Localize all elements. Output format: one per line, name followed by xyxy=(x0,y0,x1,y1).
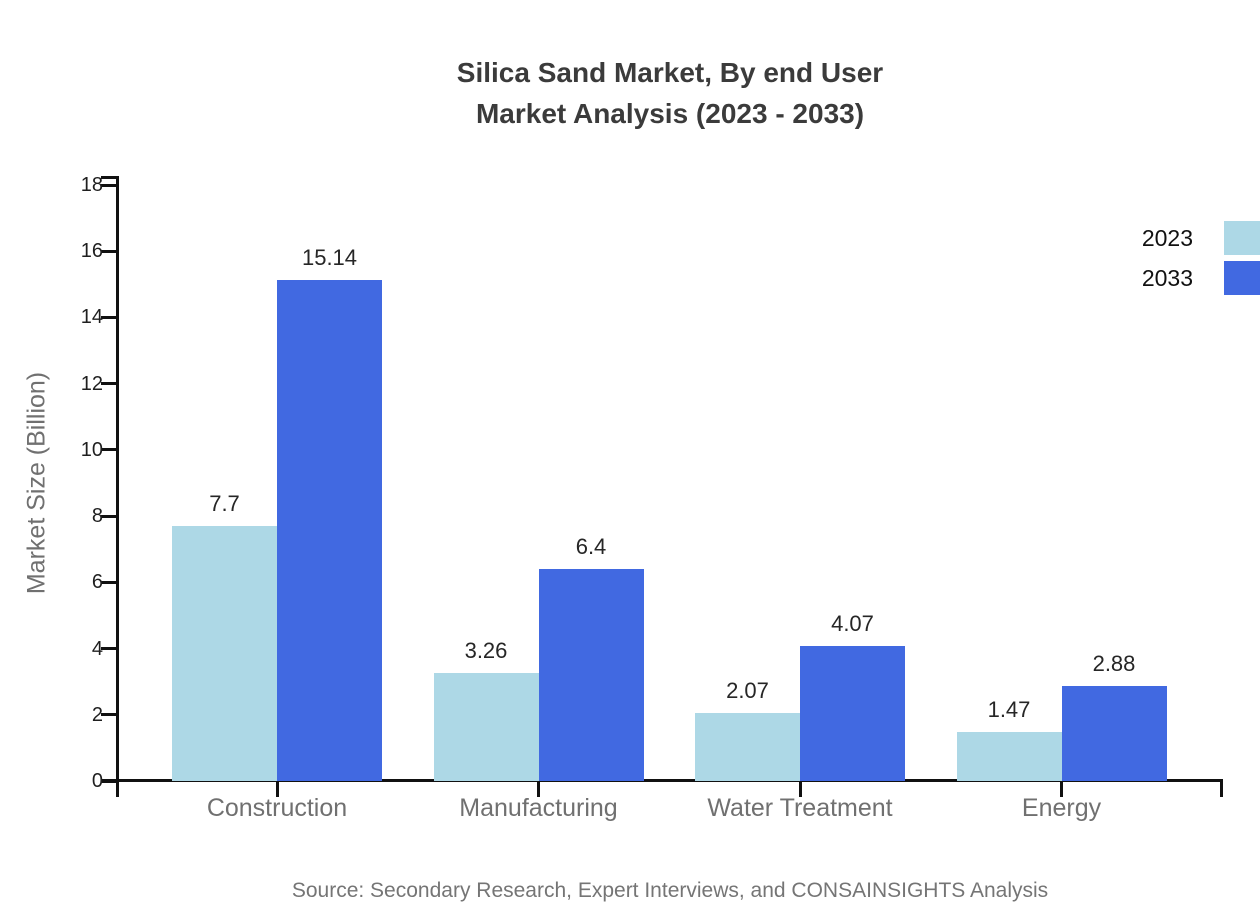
category-label-energy: Energy xyxy=(1021,794,1102,822)
bar-2023-water-treatment xyxy=(695,712,800,781)
y-tick-label-16: 16 xyxy=(80,240,103,263)
x-tick-manufacturing xyxy=(537,782,540,797)
chart-title-line2: Market Analysis (2023 - 2033) xyxy=(475,98,865,129)
y-axis-title: Market Size (Billion) xyxy=(22,371,51,595)
legend-swatch-2023 xyxy=(1224,221,1260,255)
y-tick-12 xyxy=(101,382,116,386)
y-tick-16 xyxy=(101,249,116,253)
y-tick-label-14: 14 xyxy=(80,306,103,329)
y-axis-endcap-tick xyxy=(101,176,116,179)
value-label-2033-energy: 2.88 xyxy=(1092,650,1136,676)
x-tick-water-treatment xyxy=(798,782,802,797)
y-tick-label-6: 6 xyxy=(91,571,103,594)
legend-item-2033: 2033 xyxy=(1090,258,1260,298)
category-label-manufacturing: Manufacturing xyxy=(459,794,618,822)
legend-label-2033: 2033 xyxy=(1141,265,1193,291)
x-axis-endcap-tick xyxy=(1220,782,1223,797)
y-tick-label-4: 4 xyxy=(91,637,103,660)
bar-2033-construction xyxy=(277,279,382,781)
y-tick-8 xyxy=(101,514,116,518)
value-label-2033-manufacturing: 6.4 xyxy=(575,534,607,560)
y-tick-label-10: 10 xyxy=(80,438,103,461)
y-tick-label-8: 8 xyxy=(91,505,103,528)
bar-2033-energy xyxy=(1061,685,1167,781)
x-tick-energy xyxy=(1060,782,1063,797)
y-axis-spine xyxy=(116,176,119,797)
value-label-2033-water-treatment: 4.07 xyxy=(831,611,874,637)
source-note: Source: Secondary Research, Expert Inter… xyxy=(291,879,1049,902)
y-tick-label-18: 18 xyxy=(80,174,103,196)
chart-title: Silica Sand Market, By end User Market A… xyxy=(80,52,1260,134)
y-tick-label-0: 0 xyxy=(91,770,103,792)
y-tick-10 xyxy=(101,448,116,452)
value-label-2023-construction: 7.7 xyxy=(209,491,240,516)
legend-item-2023: 2023 xyxy=(1090,218,1260,258)
value-label-2023-manufacturing: 3.26 xyxy=(464,638,508,664)
value-label-2033-construction: 15.14 xyxy=(301,244,358,270)
value-label-2023-water-treatment: 2.07 xyxy=(726,677,769,703)
category-label-water-treatment: Water Treatment xyxy=(707,794,893,822)
value-label-2023-energy: 1.47 xyxy=(987,697,1031,723)
bar-2023-manufacturing xyxy=(433,673,539,781)
legend: 2023 2033 xyxy=(1090,218,1260,298)
y-tick-0 xyxy=(101,779,116,783)
bar-2023-energy xyxy=(956,732,1062,781)
x-tick-construction xyxy=(275,782,279,797)
y-tick-14 xyxy=(101,315,116,319)
y-tick-18 xyxy=(101,183,116,187)
chart-title-line1: Silica Sand Market, By end User xyxy=(456,57,884,88)
y-tick-2 xyxy=(101,713,116,717)
x-axis-spine xyxy=(101,779,1223,782)
bar-2033-water-treatment xyxy=(800,646,905,781)
category-label-construction: Construction xyxy=(206,794,348,822)
y-tick-4 xyxy=(101,647,116,651)
legend-swatch-2033 xyxy=(1224,261,1260,295)
bar-2023-construction xyxy=(172,526,277,781)
legend-label-2023: 2023 xyxy=(1141,225,1193,251)
bar-2033-manufacturing xyxy=(538,569,644,781)
y-tick-label-12: 12 xyxy=(80,372,103,395)
y-tick-6 xyxy=(101,580,116,584)
y-tick-label-2: 2 xyxy=(91,703,103,726)
